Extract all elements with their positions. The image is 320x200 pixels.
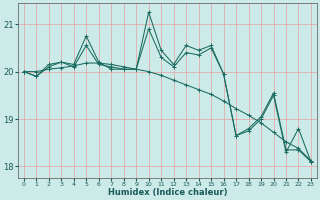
X-axis label: Humidex (Indice chaleur): Humidex (Indice chaleur) bbox=[108, 188, 227, 197]
